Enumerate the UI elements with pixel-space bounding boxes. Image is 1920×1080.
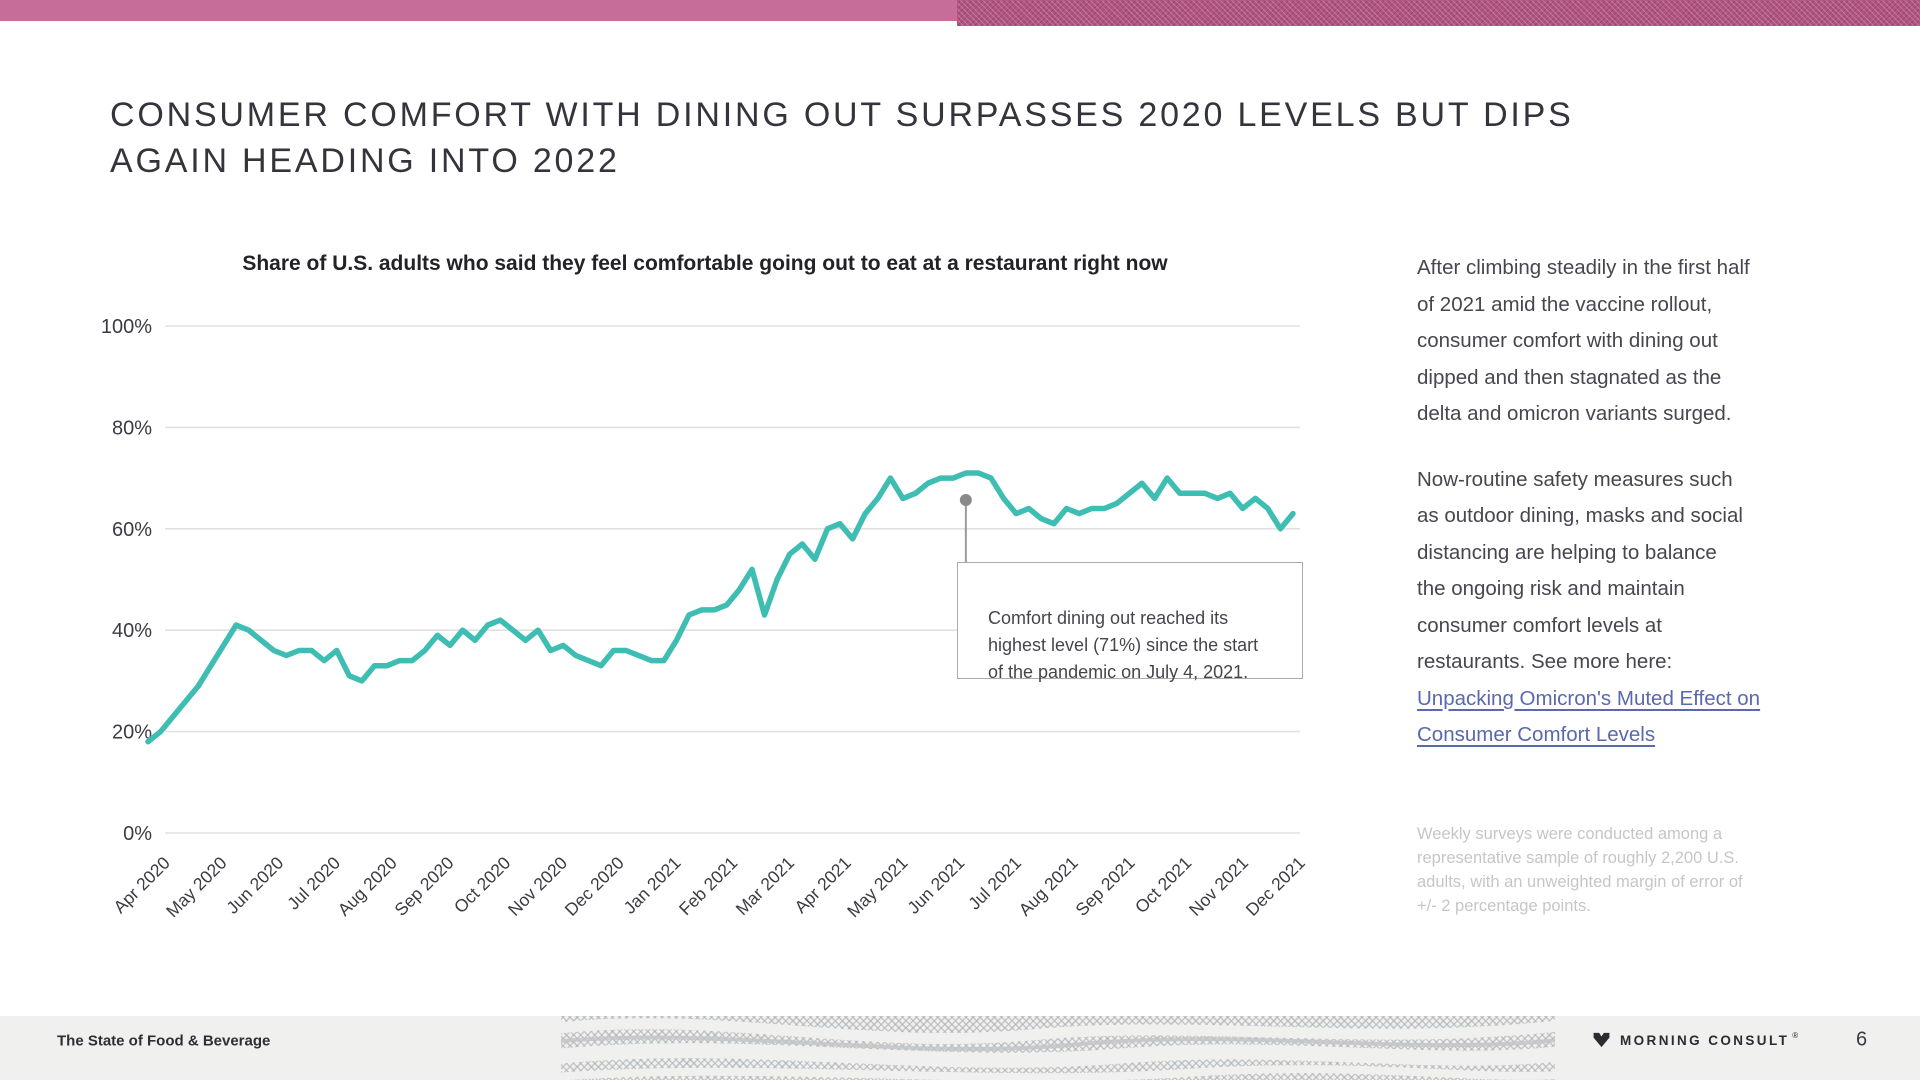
x-axis-label-jul-2021: Jul 2021	[964, 853, 1025, 914]
x-axis-label-aug-2021: Aug 2021	[1015, 853, 1082, 920]
commentary-paragraph-1: After climbing steadily in the first hal…	[1417, 256, 1750, 425]
footer-report-title: The State of Food & Beverage	[57, 1032, 271, 1050]
x-axis-label-oct-2020: Oct 2020	[450, 853, 515, 918]
annotation-callout: Comfort dining out reached its highest l…	[957, 562, 1303, 682]
x-axis-label-may-2020: May 2020	[162, 853, 231, 922]
morning-consult-logo-icon	[1593, 1032, 1610, 1048]
x-axis-label-oct-2021: Oct 2021	[1131, 853, 1195, 917]
y-axis-label-60: 60%	[112, 519, 152, 541]
commentary-column: After climbing steadily in the first hal…	[1417, 250, 1857, 783]
footer: The State of Food & Beverage MORNING CON…	[0, 1016, 1920, 1080]
annotation-anchor-dot	[959, 494, 972, 507]
y-axis-label-100: 100%	[101, 316, 152, 338]
x-axis-label-jan-2021: Jan 2021	[620, 853, 685, 918]
x-axis-label-may-2021: May 2021	[843, 853, 911, 921]
registered-mark: ®	[1792, 1030, 1799, 1040]
top-banner	[0, 0, 1920, 28]
title-line-1: CONSUMER COMFORT WITH DINING OUT SURPASS…	[110, 96, 1574, 134]
y-axis-label-40: 40%	[112, 620, 152, 642]
y-axis-label-0: 0%	[123, 823, 152, 845]
x-axis-label-nov-2021: Nov 2021	[1185, 853, 1252, 920]
footer-wave-pattern	[561, 1016, 1555, 1080]
omicron-report-link[interactable]: Unpacking Omicron's Muted Effect on Cons…	[1417, 686, 1761, 747]
chart-title: Share of U.S. adults who said they feel …	[242, 252, 1168, 275]
x-axis-label-mar-2021: Mar 2021	[732, 853, 798, 919]
title-line-2: AGAIN HEADING INTO 2022	[110, 142, 620, 180]
footer-wave-icon	[561, 1018, 1555, 1080]
methodology-footnote: Weekly surveys were conducted among a re…	[1417, 825, 1743, 915]
brand-name: MORNING CONSULT	[1620, 1032, 1790, 1048]
banner-solid-bar	[0, 0, 957, 21]
x-axis-label-feb-2021: Feb 2021	[675, 853, 741, 919]
commentary-paragraph-2: Now-routine safety measures such as outd…	[1417, 462, 1857, 754]
banner-wave-pattern	[957, 0, 1920, 26]
y-axis-label-80: 80%	[112, 417, 152, 439]
x-axis-label-jun-2021: Jun 2021	[903, 853, 968, 918]
x-axis-label-dec-2020: Dec 2020	[561, 853, 628, 920]
x-axis-label-apr-2021: Apr 2021	[790, 853, 854, 917]
page-title: CONSUMER COMFORT WITH DINING OUT SURPASS…	[110, 92, 1574, 184]
commentary-paragraph-2-text: Now-routine safety measures such as outd…	[1417, 467, 1743, 674]
x-axis-label-sep-2020: Sep 2020	[390, 853, 457, 920]
x-axis-label-aug-2020: Aug 2020	[334, 853, 401, 920]
x-axis-label-nov-2020: Nov 2020	[504, 853, 571, 920]
x-axis-label-jun-2020: Jun 2020	[222, 853, 287, 918]
page-number: 6	[1856, 1028, 1868, 1051]
x-axis-label-dec-2021: Dec 2021	[1242, 853, 1309, 920]
y-axis-label-20: 20%	[112, 722, 152, 744]
x-axis-label-sep-2021: Sep 2021	[1071, 853, 1138, 920]
footer-brand: MORNING CONSULT ®	[1592, 1031, 1804, 1049]
x-axis-label-apr-2020: Apr 2020	[109, 853, 174, 918]
annotation-text: Comfort dining out reached its highest l…	[988, 608, 1259, 682]
x-axis-label-jul-2020: Jul 2020	[283, 853, 344, 914]
